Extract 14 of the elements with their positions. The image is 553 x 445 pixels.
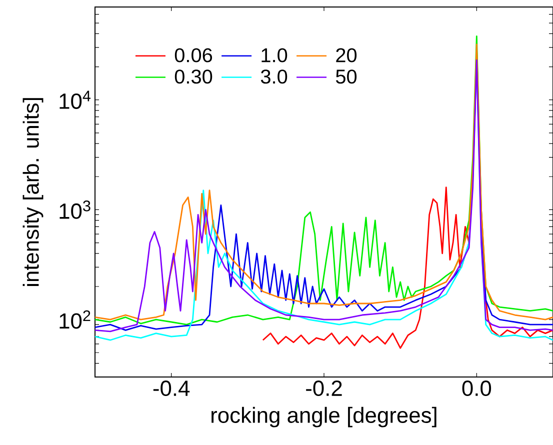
legend-label: 0.06 <box>174 48 212 62</box>
legend-label: 3.0 <box>260 70 288 84</box>
x-axis-title: rocking angle [degrees] <box>212 406 436 428</box>
y-tick-label: 10$^{4}$ <box>60 90 91 109</box>
y-tick-label: 10$^{2}$ <box>60 310 90 329</box>
x-tick-label: -0.2 <box>306 380 342 396</box>
y-tick-label: 10$^{3}$ <box>60 200 90 219</box>
legend-label: 50 <box>336 70 357 84</box>
x-tick-label: -0.4 <box>153 380 190 396</box>
y-axis-title: intensity [arb. units] <box>22 98 44 286</box>
legend-label: 1.0 <box>262 48 288 62</box>
legend-label: 0.30 <box>174 70 212 84</box>
legend-label: 20 <box>336 48 357 62</box>
x-tick-label: 0.0 <box>462 380 492 396</box>
